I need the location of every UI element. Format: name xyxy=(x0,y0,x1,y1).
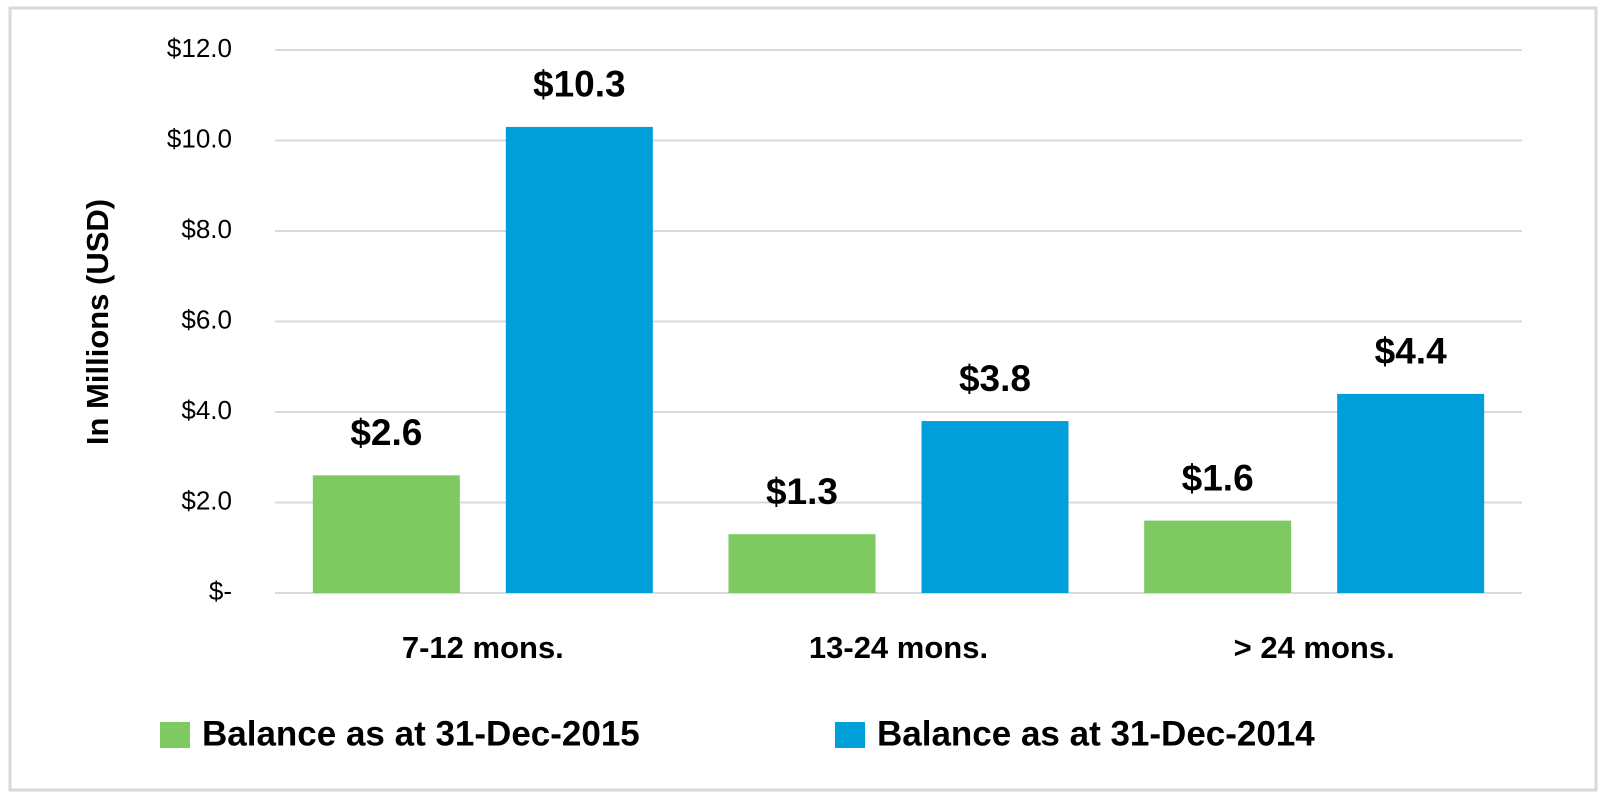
y-tick-label: $8.0 xyxy=(181,214,232,244)
bar xyxy=(728,534,876,593)
legend-swatch xyxy=(835,722,865,748)
legend-label: Balance as at 31-Dec-2014 xyxy=(877,714,1315,753)
x-tick-label: 7-12 mons. xyxy=(402,630,564,665)
y-axis-label: In Millions (USD) xyxy=(80,199,115,445)
y-tick-label: $4.0 xyxy=(181,395,232,425)
x-tick-label: 13-24 mons. xyxy=(809,630,988,665)
y-tick-label: $10.0 xyxy=(167,123,232,153)
chart-frame xyxy=(8,6,1598,792)
data-label: $4.4 xyxy=(1375,331,1447,372)
data-label: $1.3 xyxy=(766,471,838,512)
data-label: $1.6 xyxy=(1182,457,1254,498)
y-tick-label: $2.0 xyxy=(181,485,232,515)
data-label: $3.8 xyxy=(959,358,1031,399)
bar xyxy=(1144,520,1292,593)
legend-label: Balance as at 31-Dec-2015 xyxy=(202,714,640,753)
legend-swatch xyxy=(160,722,190,748)
bar xyxy=(505,126,653,594)
x-tick-label: > 24 mons. xyxy=(1234,630,1395,665)
bar xyxy=(921,421,1069,593)
y-tick-label: $12.0 xyxy=(167,33,232,63)
y-tick-label: $- xyxy=(209,576,232,606)
y-tick-label: $6.0 xyxy=(181,304,232,334)
bar xyxy=(312,475,460,593)
bar xyxy=(1337,393,1485,593)
data-label: $2.6 xyxy=(350,412,422,453)
data-label: $10.3 xyxy=(533,64,626,105)
